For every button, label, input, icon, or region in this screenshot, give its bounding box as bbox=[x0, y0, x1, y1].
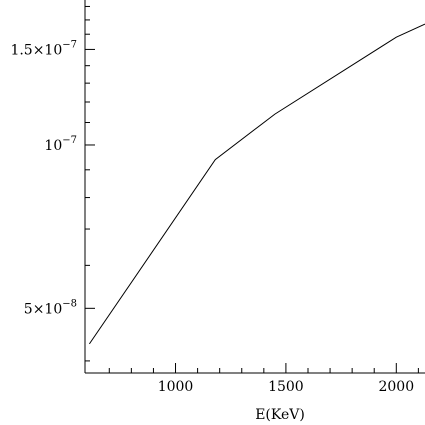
y-tick-label-mantissa: 10 bbox=[44, 138, 62, 154]
x-tick-label: 1500 bbox=[268, 379, 304, 395]
y-tick-label-exponent: −7 bbox=[62, 39, 77, 50]
y-tick-label: 1.5×10−7 bbox=[10, 39, 77, 58]
x-axis-label: E(KeV) bbox=[255, 407, 305, 423]
y-tick-label: 10−7 bbox=[44, 135, 77, 154]
y-tick-label-exponent: −7 bbox=[62, 135, 77, 146]
series-layer bbox=[88, 23, 425, 345]
x-tick-label: 2000 bbox=[378, 379, 414, 395]
y-tick-label: 5×10−8 bbox=[24, 298, 77, 317]
y-tick-label-exponent: −8 bbox=[62, 298, 77, 309]
ticks-layer bbox=[85, 5, 419, 373]
y-tick-label-mantissa: 1.5×10 bbox=[10, 42, 62, 58]
y-tick-label-mantissa: 5×10 bbox=[24, 301, 62, 317]
series-line-0 bbox=[88, 23, 425, 345]
x-tick-label: 1000 bbox=[158, 379, 194, 395]
